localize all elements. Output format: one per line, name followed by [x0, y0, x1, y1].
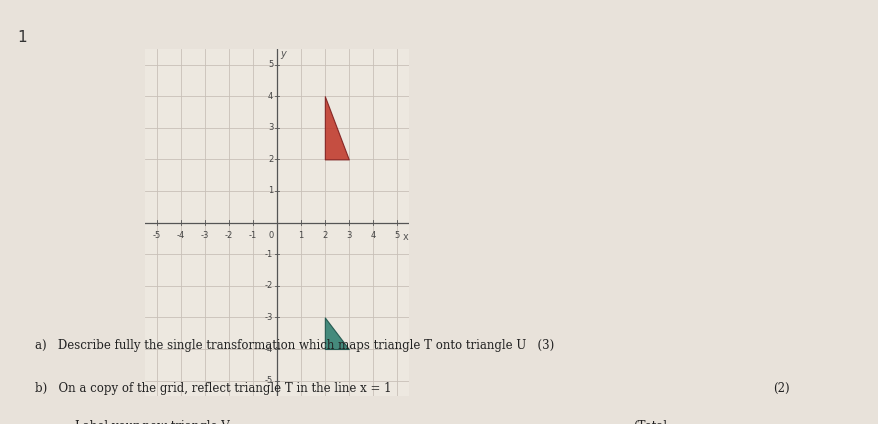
Text: Label your new triangle V.: Label your new triangle V.: [75, 420, 231, 424]
Text: x: x: [402, 232, 407, 242]
Text: a)   Describe fully the single transformation which maps triangle T onto triangl: a) Describe fully the single transformat…: [35, 339, 554, 352]
Text: -2: -2: [265, 281, 273, 290]
Text: 3: 3: [346, 231, 351, 240]
Text: -5: -5: [265, 376, 273, 385]
Text: 4: 4: [370, 231, 375, 240]
Text: 5: 5: [268, 60, 273, 69]
Text: -1: -1: [248, 231, 256, 240]
Text: -4: -4: [265, 345, 273, 354]
Text: 5: 5: [393, 231, 399, 240]
Text: 1: 1: [18, 30, 27, 45]
Text: (2): (2): [773, 382, 789, 395]
Text: 2: 2: [268, 155, 273, 164]
Text: (Total: (Total: [632, 420, 666, 424]
Text: 3: 3: [268, 123, 273, 132]
Text: -3: -3: [200, 231, 209, 240]
Text: y: y: [280, 48, 285, 59]
Text: -1: -1: [265, 250, 273, 259]
Text: -4: -4: [176, 231, 185, 240]
Text: -2: -2: [225, 231, 233, 240]
Text: -5: -5: [153, 231, 161, 240]
Text: 1: 1: [298, 231, 303, 240]
Text: 4: 4: [268, 92, 273, 100]
Text: b)   On a copy of the grid, reflect triangle T in the line x = 1: b) On a copy of the grid, reflect triang…: [35, 382, 392, 395]
Text: -3: -3: [264, 313, 273, 322]
Text: 1: 1: [268, 187, 273, 195]
Text: 0: 0: [269, 231, 274, 240]
Text: 2: 2: [322, 231, 327, 240]
